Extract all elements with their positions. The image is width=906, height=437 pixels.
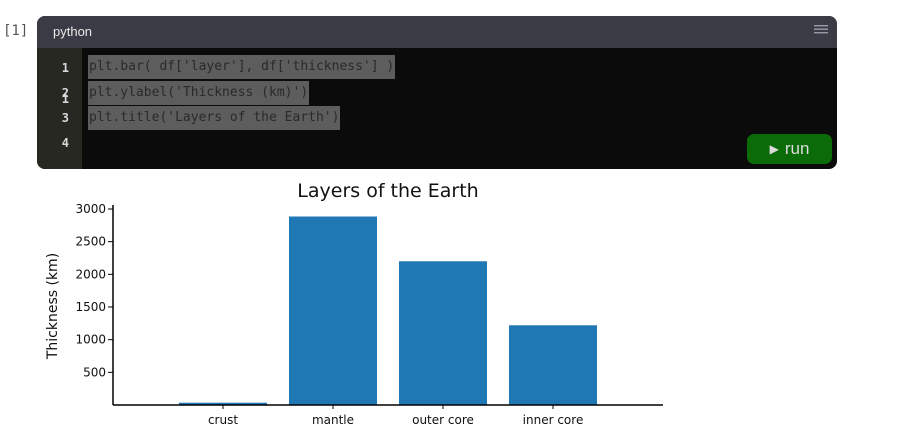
line-number: 4 [61,136,69,150]
code-line[interactable]: plt.bar( df['layer'], df['thickness'] ) [88,55,396,79]
cell-header: python [37,16,837,48]
run-button-label: run [784,139,810,158]
y-tick-label: 500 [83,365,106,379]
code-line[interactable]: plt.ylabel('Thickness (km)') [88,81,310,105]
bar-outer-core [399,261,487,405]
bar-chart: Layers of the Earth Thickness (km) 500 10… [45,180,663,427]
language-label: python [53,24,93,39]
line-number: 3 [61,111,69,125]
x-tick-label: outer core [412,413,474,427]
y-tick-label: 1500 [75,300,106,314]
code-line[interactable]: plt.title('Layers of the Earth') [88,106,341,130]
hamburger-menu-icon[interactable] [813,22,829,36]
y-tick-label: 3000 [75,202,106,216]
chart-title: Layers of the Earth [297,180,478,202]
y-tick-label: 1000 [75,333,106,347]
run-button[interactable]: ▶ run [747,134,832,164]
line-number: 2 [61,86,69,100]
x-tick-label: inner core [523,413,584,427]
play-icon: ▶ [769,142,779,156]
y-axis-label: Thickness (km) [45,253,61,360]
code-cell[interactable]: python 1 1 2 3 4 plt.bar( df['layer'], d… [37,16,837,169]
line-number: 1 [61,92,69,106]
line-number-gutter: 1 [37,48,82,169]
y-tick-label: 2500 [75,235,106,249]
cell-execution-count: [1] [3,23,29,39]
line-number: 1 [61,61,69,75]
bar-inner-core [509,325,597,405]
bar-mantle [289,216,377,405]
x-tick-label: crust [208,413,238,427]
bar-crust [179,402,267,405]
x-tick-label: mantle [312,413,354,427]
y-tick-label: 2000 [75,267,106,281]
